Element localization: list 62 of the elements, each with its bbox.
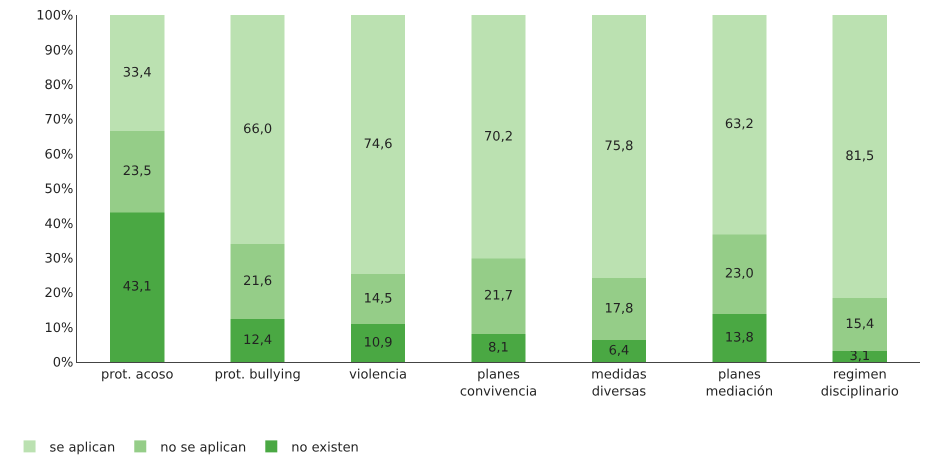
x-tick-label: planes convivencia xyxy=(460,368,538,400)
bar xyxy=(592,15,646,278)
bar xyxy=(230,318,285,362)
bar xyxy=(350,274,406,324)
data-label: 13,8 xyxy=(724,330,754,346)
data-label: 63,2 xyxy=(724,117,754,132)
data-label: 6,4 xyxy=(608,343,630,358)
data-label: 43,1 xyxy=(122,280,152,295)
bar xyxy=(712,15,766,234)
y-tick-label: 10% xyxy=(44,320,74,336)
x-tick-label: prot. bullying xyxy=(214,368,301,383)
bar xyxy=(350,324,406,362)
data-label: 15,4 xyxy=(845,317,874,332)
bar xyxy=(832,298,887,352)
data-label: 23,5 xyxy=(122,164,152,180)
bar xyxy=(832,15,887,298)
y-tick-label: 20% xyxy=(44,286,74,302)
data-label: 21,7 xyxy=(484,288,513,304)
data-label: 23,0 xyxy=(724,266,754,282)
legend-label: no existen xyxy=(291,440,359,456)
x-tick-label: planes mediación xyxy=(706,368,774,400)
data-label: 75,8 xyxy=(604,139,634,154)
bar xyxy=(471,334,526,362)
bar xyxy=(110,15,164,131)
bar xyxy=(230,15,285,244)
data-label: 17,8 xyxy=(604,301,634,316)
y-tick-label: 80% xyxy=(44,78,74,93)
x-tick-label: regimen disciplinario xyxy=(820,368,899,400)
y-tick-label: 90% xyxy=(44,43,74,58)
y-tick-label: 60% xyxy=(44,147,74,162)
data-label: 81,5 xyxy=(845,148,874,164)
y-tick-label: 30% xyxy=(44,251,74,266)
bar xyxy=(592,340,646,362)
legend-label: no se aplican xyxy=(160,440,246,456)
y-tick-label: 50% xyxy=(44,182,74,198)
data-label: 21,6 xyxy=(243,274,272,289)
data-label: 14,5 xyxy=(364,292,393,307)
y-tick-label: 40% xyxy=(44,216,74,232)
bar xyxy=(350,15,406,274)
data-label: 33,4 xyxy=(122,65,152,80)
bar xyxy=(471,15,526,259)
x-tick-label: violencia xyxy=(349,368,407,383)
y-tick-label: 0% xyxy=(52,356,74,371)
bar xyxy=(230,244,285,319)
y-tick-label: 70% xyxy=(44,112,74,128)
data-label: 10,9 xyxy=(364,336,393,351)
data-label: 12,4 xyxy=(243,332,272,348)
legend-label: se aplican xyxy=(50,440,116,456)
bar xyxy=(832,351,887,362)
bar xyxy=(592,278,646,340)
data-label: 70,2 xyxy=(484,129,513,144)
y-tick-label: 100% xyxy=(36,8,74,24)
data-label: 74,6 xyxy=(364,136,393,152)
data-label: 66,0 xyxy=(243,122,272,138)
x-tick-label: prot. acoso xyxy=(101,368,174,383)
bar xyxy=(110,130,164,212)
bar xyxy=(712,314,766,362)
x-tick-label: medidas diversas xyxy=(591,368,647,400)
bar xyxy=(110,212,164,362)
data-label: 8,1 xyxy=(488,340,509,356)
bar xyxy=(712,234,766,314)
bar xyxy=(471,258,526,334)
